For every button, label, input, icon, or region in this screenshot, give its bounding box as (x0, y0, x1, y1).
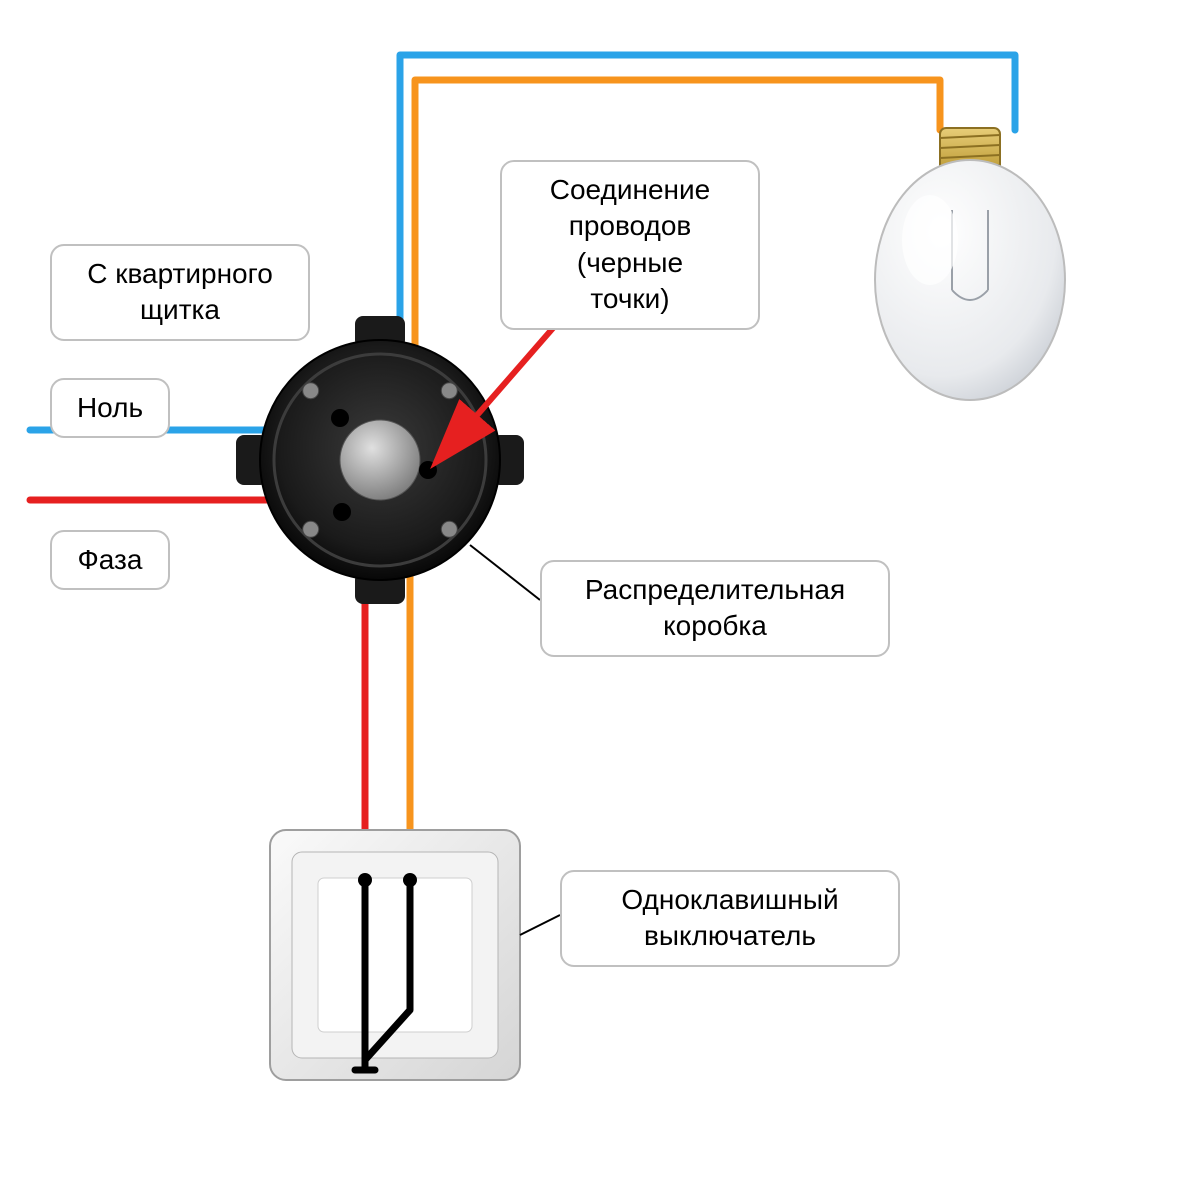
label-switch: Одноклавишный выключатель (560, 870, 900, 967)
pointer-box (470, 545, 540, 600)
wall-switch (270, 830, 520, 1080)
pointer-switch (520, 915, 560, 935)
label-joints: Соединение проводов (черные точки) (500, 160, 760, 330)
arrow-joints (438, 320, 560, 460)
wire-orange-switch-up (410, 470, 428, 880)
light-bulb (875, 128, 1065, 400)
label-neutral: Ноль (50, 378, 170, 438)
label-phase: Фаза (50, 530, 170, 590)
switch-schematic (355, 873, 417, 1070)
label-box: Распределительная коробка (540, 560, 890, 657)
junction-dots (331, 409, 437, 521)
junction-box (236, 316, 524, 604)
label-panel: С квартирного щитка (50, 244, 310, 341)
wire-phase-to-switch (342, 512, 365, 880)
wire-phase-in (30, 500, 342, 512)
